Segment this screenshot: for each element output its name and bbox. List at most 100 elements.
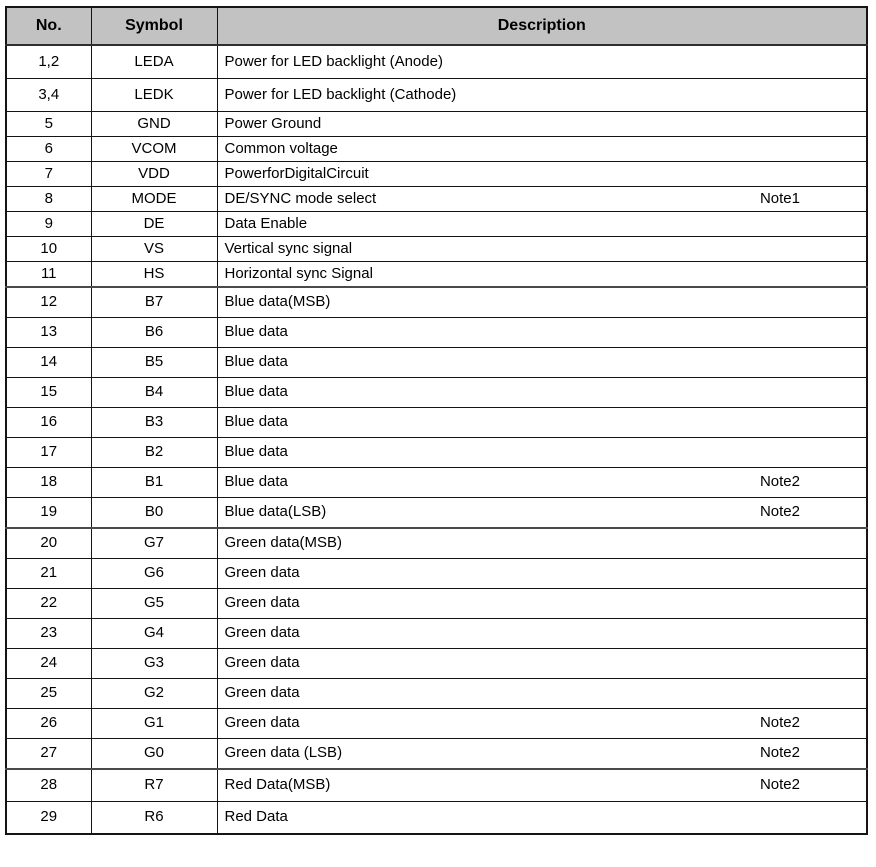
- pin-symbol-cell: B4: [90, 377, 218, 408]
- pin-no-cell: 12: [5, 286, 92, 318]
- pin-no-cell: 21: [5, 558, 92, 589]
- table-row: 24 G3 Green data: [5, 648, 868, 679]
- pin-description: Green data: [224, 564, 300, 582]
- pin-no-cell: 27: [5, 738, 92, 770]
- note-label: Note1: [759, 189, 800, 207]
- pin-no-cell: 18: [5, 467, 92, 498]
- pin-description-cell: DE/SYNC mode select Note1: [216, 186, 868, 212]
- pin-symbol-cell: B6: [90, 317, 218, 348]
- table-row: 26 G1 Green data Note2: [5, 708, 868, 739]
- pin-no-cell: 26: [5, 708, 92, 739]
- pin-description-cell: Blue data(MSB): [216, 286, 868, 318]
- pin-no-cell: 17: [5, 437, 92, 468]
- pin-description-cell: Red Data: [216, 801, 868, 835]
- pin-no-cell: 8: [5, 186, 92, 212]
- pin-description-cell: Blue data: [216, 407, 868, 438]
- pin-no-cell: 11: [5, 261, 92, 288]
- pin-description-cell: Green data: [216, 648, 868, 679]
- table-row: 5 GND Power Ground: [5, 111, 868, 137]
- pin-symbol-cell: VCOM: [90, 136, 218, 162]
- pin-description: Green data: [224, 684, 300, 702]
- pin-description-cell: Green data: [216, 558, 868, 589]
- pin-no-cell: 10: [5, 236, 92, 262]
- pin-description-cell: Green data(MSB): [216, 527, 868, 559]
- table-row: 28 R7 Red Data(MSB) Note2: [5, 768, 868, 802]
- pin-no-cell: 29: [5, 801, 92, 835]
- pin-description: Power for LED backlight (Cathode): [224, 85, 457, 103]
- table-row: 20 G7 Green data(MSB): [5, 527, 868, 559]
- pin-description: Red Data(MSB): [224, 776, 331, 794]
- pin-description-cell: Green data Note2: [216, 708, 868, 739]
- pin-symbol-cell: B5: [90, 347, 218, 378]
- pin-description-cell: Blue data: [216, 347, 868, 378]
- pin-no-cell: 14: [5, 347, 92, 378]
- pin-description-cell: Green data: [216, 618, 868, 649]
- pin-description-cell: Green data (LSB) Note2: [216, 738, 868, 770]
- table-row: 6 VCOM Common voltage: [5, 136, 868, 162]
- note-label: Note2: [759, 776, 800, 794]
- table-row: 22 G5 Green data: [5, 588, 868, 619]
- pin-description-cell: Horizontal sync Signal: [216, 261, 868, 288]
- pin-symbol-cell: B3: [90, 407, 218, 438]
- pin-description: Blue data: [224, 413, 288, 431]
- pin-no-cell: 1,2: [5, 44, 92, 79]
- header-row: No. Symbol Description: [5, 6, 868, 46]
- table-row: 13 B6 Blue data: [5, 317, 868, 348]
- pin-no-cell: 24: [5, 648, 92, 679]
- pin-no-cell: 6: [5, 136, 92, 162]
- table-row: 27 G0 Green data (LSB) Note2: [5, 738, 868, 770]
- pin-description-cell: Blue data Note2: [216, 467, 868, 498]
- pin-description-cell: Green data: [216, 588, 868, 619]
- pin-symbol-cell: R6: [90, 801, 218, 835]
- pin-description-table: No. Symbol Description 1,2 LEDA Power for …: [5, 6, 868, 835]
- table-row: 12 B7 Blue data(MSB): [5, 286, 868, 318]
- table-row: 23 G4 Green data: [5, 618, 868, 649]
- pin-description-cell: Green data: [216, 678, 868, 709]
- table-row: 10 VS Vertical sync signal: [5, 236, 868, 262]
- note-label: Note2: [759, 714, 800, 732]
- pin-symbol-cell: G0: [90, 738, 218, 770]
- pin-no-cell: 22: [5, 588, 92, 619]
- pin-symbol-cell: G5: [90, 588, 218, 619]
- column-header-no: No.: [5, 6, 92, 46]
- pin-description-cell: Blue data: [216, 437, 868, 468]
- pin-description: PowerforDigitalCircuit: [224, 164, 369, 182]
- pin-symbol-cell: B7: [90, 286, 218, 318]
- pin-description-cell: Data Enable: [216, 211, 868, 237]
- table-row: 25 G2 Green data: [5, 678, 868, 709]
- pin-description: Green data: [224, 654, 300, 672]
- pin-symbol-cell: G4: [90, 618, 218, 649]
- note-label: Note2: [759, 744, 800, 762]
- pin-description-cell: Power for LED backlight (Cathode): [216, 78, 868, 112]
- table-row: 18 B1 Blue data Note2: [5, 467, 868, 498]
- pin-description-cell: Common voltage: [216, 136, 868, 162]
- pin-description: Horizontal sync Signal: [224, 264, 373, 282]
- pin-symbol-cell: B0: [90, 497, 218, 529]
- pin-description: Blue data: [224, 353, 288, 371]
- pin-description-cell: Red Data(MSB) Note2: [216, 768, 868, 802]
- table-row: 15 B4 Blue data: [5, 377, 868, 408]
- pin-description-cell: Power for LED backlight (Anode): [216, 44, 868, 79]
- pin-description: Blue data: [224, 323, 288, 341]
- note-label: Note2: [759, 503, 800, 521]
- pin-description: Green data (LSB): [224, 744, 343, 762]
- table-row: 9 DE Data Enable: [5, 211, 868, 237]
- pin-description: Blue data(MSB): [224, 293, 331, 311]
- pin-description: Data Enable: [224, 214, 308, 232]
- table-row: 16 B3 Blue data: [5, 407, 868, 438]
- pin-no-cell: 28: [5, 768, 92, 802]
- pin-symbol-cell: G7: [90, 527, 218, 559]
- pin-symbol-cell: G1: [90, 708, 218, 739]
- pin-no-cell: 23: [5, 618, 92, 649]
- pin-symbol-cell: LEDA: [90, 44, 218, 79]
- pin-no-cell: 9: [5, 211, 92, 237]
- pin-description: Green data: [224, 624, 300, 642]
- pin-description-cell: Blue data: [216, 377, 868, 408]
- pin-description-cell: Blue data(LSB) Note2: [216, 497, 868, 529]
- pin-symbol-cell: HS: [90, 261, 218, 288]
- pin-symbol-cell: VDD: [90, 161, 218, 187]
- table-row: 8 MODE DE/SYNC mode select Note1: [5, 186, 868, 212]
- pin-description: Red Data: [224, 808, 288, 826]
- table-row: 1,2 LEDA Power for LED backlight (Anode): [5, 44, 868, 79]
- pin-description-cell: Vertical sync signal: [216, 236, 868, 262]
